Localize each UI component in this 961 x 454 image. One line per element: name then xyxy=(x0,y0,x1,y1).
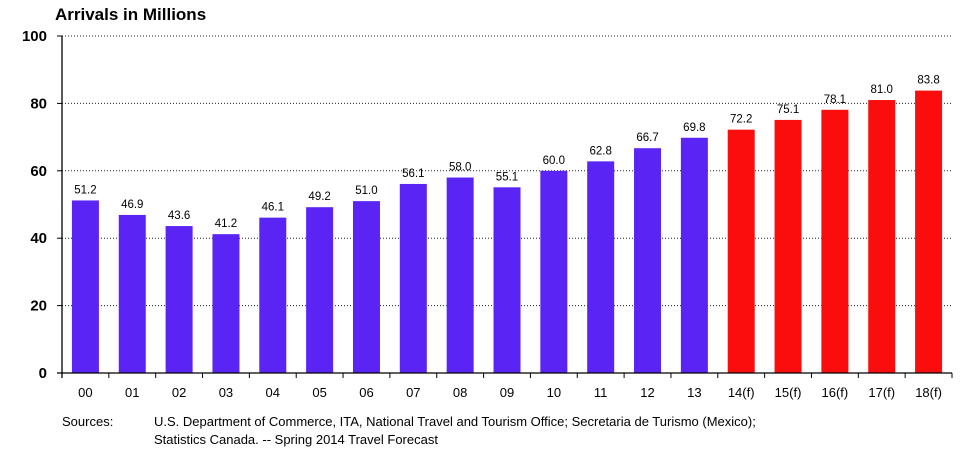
x-tick-label: 08 xyxy=(453,385,467,400)
data-labels: 51.2 46.9 43.6 41.2 46.1 49.2 51.0 56.1 58.0 55.1… xyxy=(74,75,940,231)
y-tick-label: 0 xyxy=(39,365,47,382)
x-tick-label: 12 xyxy=(640,385,654,400)
x-tick-label: 04 xyxy=(266,385,280,400)
bar xyxy=(212,234,240,373)
x-axis-ticks: 00 01 02 03 04 05 06 07 08 09 10 11 12 13 14(f) 15(f) 16… xyxy=(78,373,953,400)
bar xyxy=(915,90,943,374)
x-tick-label: 18(f) xyxy=(915,385,942,400)
bar xyxy=(821,109,849,373)
data-label: 55.1 xyxy=(496,171,518,183)
bar xyxy=(446,177,474,373)
x-tick-label: 11 xyxy=(594,385,608,400)
y-tick-label: 40 xyxy=(30,230,47,247)
bar xyxy=(399,183,427,373)
data-label: 83.8 xyxy=(917,75,939,87)
bar xyxy=(259,217,287,373)
sources-label: Sources: xyxy=(62,414,114,429)
data-label: 43.6 xyxy=(168,210,190,222)
data-label: 46.1 xyxy=(262,202,284,214)
y-tick-label: 80 xyxy=(30,95,47,112)
bar xyxy=(493,187,521,373)
bar xyxy=(587,161,615,373)
x-tick-label: 16(f) xyxy=(822,385,849,400)
data-label: 62.8 xyxy=(589,145,611,157)
x-tick-label: 02 xyxy=(172,385,186,400)
y-tick-label: 20 xyxy=(30,298,47,315)
bar xyxy=(306,207,334,373)
data-label: 51.0 xyxy=(355,185,377,197)
bar xyxy=(540,170,568,373)
data-label: 78.1 xyxy=(824,94,846,106)
data-label: 46.9 xyxy=(121,199,143,211)
x-tick-label: 03 xyxy=(219,385,233,400)
sources-line-2: Statistics Canada. -- Spring 2014 Travel… xyxy=(154,432,438,447)
bar xyxy=(71,200,99,373)
bar xyxy=(352,201,380,373)
data-label: 66.7 xyxy=(636,132,658,144)
x-tick-label: 01 xyxy=(125,385,139,400)
y-tick-label: 60 xyxy=(30,163,47,180)
data-label: 51.2 xyxy=(74,184,96,196)
axes xyxy=(57,36,952,378)
x-tick-label: 09 xyxy=(500,385,514,400)
x-tick-label: 10 xyxy=(547,385,561,400)
bar xyxy=(774,119,802,374)
data-label: 69.8 xyxy=(683,122,705,134)
x-tick-label: 05 xyxy=(312,385,326,400)
x-tick-label: 14(f) xyxy=(728,385,755,400)
chart-title: Arrivals in Millions xyxy=(55,5,206,24)
data-label: 58.0 xyxy=(449,162,471,174)
bar xyxy=(118,214,146,373)
y-tick-label: 100 xyxy=(22,28,47,45)
data-label: 72.2 xyxy=(730,114,752,126)
y-axis-ticks: 0 20 40 60 80 100 xyxy=(22,28,62,382)
x-tick-label: 06 xyxy=(359,385,373,400)
x-tick-label: 13 xyxy=(687,385,701,400)
bar xyxy=(868,100,896,373)
x-tick-label: 15(f) xyxy=(775,385,802,400)
bar xyxy=(680,137,708,373)
data-label: 49.2 xyxy=(308,191,330,203)
x-tick-label: 17(f) xyxy=(868,385,895,400)
x-tick-label: 07 xyxy=(406,385,420,400)
data-label: 81.0 xyxy=(871,84,893,96)
bars xyxy=(71,90,943,374)
data-label: 75.1 xyxy=(777,104,799,116)
data-label: 56.1 xyxy=(402,168,424,180)
bar xyxy=(634,148,662,373)
data-label: 41.2 xyxy=(215,218,237,230)
bar xyxy=(727,129,755,373)
x-tick-label: 00 xyxy=(78,385,92,400)
bar xyxy=(165,226,193,373)
data-label: 60.0 xyxy=(543,155,565,167)
sources-text: U.S. Department of Commerce, ITA, Nation… xyxy=(154,413,934,449)
sources-line-1: U.S. Department of Commerce, ITA, Nation… xyxy=(154,414,756,429)
